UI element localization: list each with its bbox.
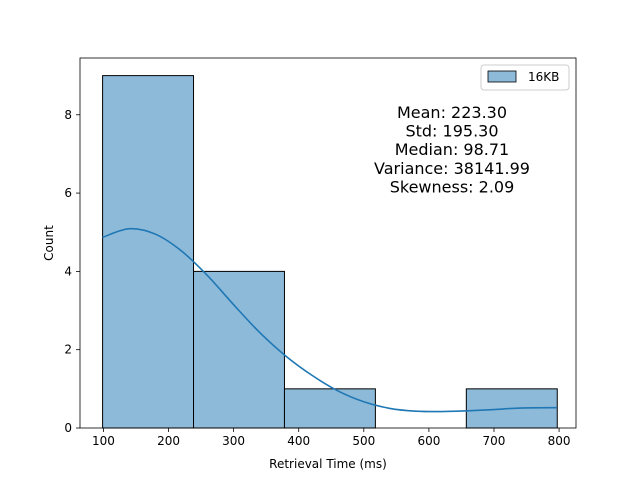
- stats-annotation-line: Variance: 38141.99: [374, 159, 530, 178]
- legend-swatch: [488, 71, 516, 82]
- stats-annotation-line: Skewness: 2.09: [390, 177, 515, 196]
- stats-annotation-line: Mean: 223.30: [397, 103, 507, 122]
- stats-annotation-line: Std: 195.30: [405, 122, 498, 141]
- stats-annotation-line: Median: 98.71: [395, 140, 509, 159]
- x-tick-label: 300: [222, 434, 245, 448]
- y-tick-label: 0: [64, 421, 72, 435]
- y-axis-label: Count: [42, 225, 56, 261]
- legend: 16KB: [481, 65, 569, 90]
- histogram-bar-2: [284, 389, 375, 428]
- x-tick-label: 400: [287, 434, 310, 448]
- y-tick-label: 4: [64, 264, 72, 278]
- x-tick-label: 500: [352, 434, 375, 448]
- x-tick-label: 700: [483, 434, 506, 448]
- histogram-bar-1: [194, 271, 285, 428]
- x-tick-label: 600: [417, 434, 440, 448]
- legend-label: 16KB: [528, 70, 559, 84]
- x-tick-label: 200: [157, 434, 180, 448]
- x-tick-label: 800: [548, 434, 571, 448]
- x-axis-label: Retrieval Time (ms): [269, 457, 387, 471]
- y-tick-label: 6: [64, 186, 72, 200]
- y-tick-label: 8: [64, 108, 72, 122]
- x-tick-label: 100: [92, 434, 115, 448]
- y-tick-label: 2: [64, 343, 72, 357]
- histogram-bar-0: [103, 76, 194, 428]
